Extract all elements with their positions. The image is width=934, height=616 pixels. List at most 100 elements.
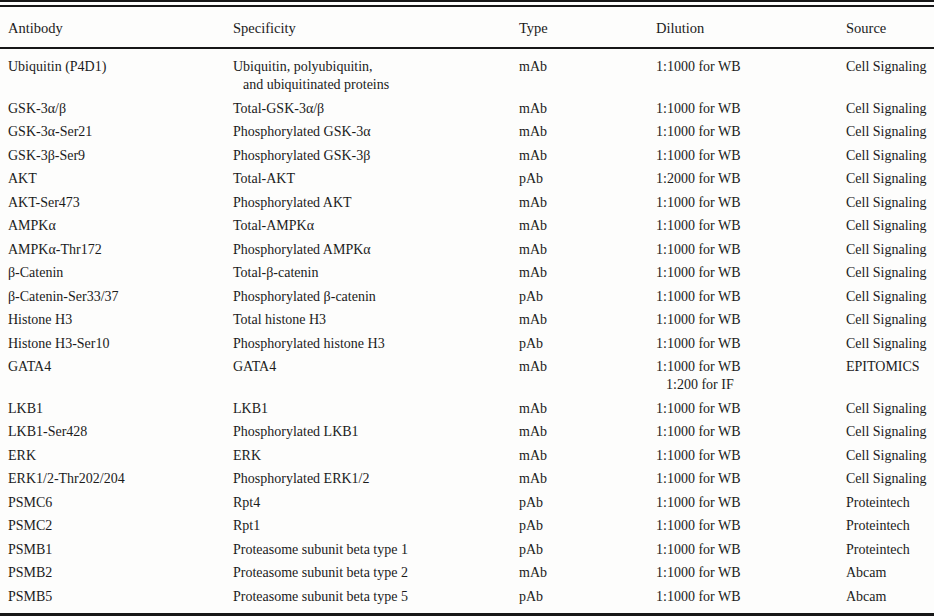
cell-line: Total-AKT xyxy=(233,170,519,188)
cell-antibody: AKT xyxy=(0,168,233,192)
cell-line: 1:1000 for WB xyxy=(656,494,846,512)
cell-antibody: GSK-3α/β xyxy=(0,97,233,121)
cell-line: Phosphorylated ERK1/2 xyxy=(233,470,519,488)
cell-type: mAb xyxy=(519,444,656,468)
cell-line: Proteintech xyxy=(846,541,934,559)
cell-specificity: Total-AMPKα xyxy=(233,215,519,239)
cell-antibody: PSMC2 xyxy=(0,515,233,539)
cell-source: Cell Signaling xyxy=(846,309,934,333)
cell-specificity: Rpt4 xyxy=(233,491,519,515)
cell-line: mAb xyxy=(519,217,656,235)
cell-type: mAb xyxy=(519,356,656,398)
cell-type: pAb xyxy=(519,585,656,609)
cell-line: 1:1000 for WB xyxy=(656,123,846,141)
cell-line: 1:1000 for WB xyxy=(656,423,846,441)
cell-line: Phosphorylated AKT xyxy=(233,194,519,212)
table-row: Ubiquitin (P4D1)Ubiquitin, polyubiquitin… xyxy=(0,48,934,97)
cell-line: LKB1 xyxy=(8,400,233,418)
cell-specificity: Phosphorylated ERK1/2 xyxy=(233,468,519,492)
cell-line: Proteintech xyxy=(846,517,934,535)
cell-line: mAb xyxy=(519,470,656,488)
cell-specificity: Rpt1 xyxy=(233,515,519,539)
cell-type: mAb xyxy=(519,191,656,215)
cell-dilution: 1:1000 for WB xyxy=(656,285,846,309)
cell-type: mAb xyxy=(519,215,656,239)
cell-line: Total-AMPKα xyxy=(233,217,519,235)
cell-line: 1:1000 for WB xyxy=(656,470,846,488)
cell-line: mAb xyxy=(519,564,656,582)
cell-antibody: β-Catenin-Ser33/37 xyxy=(0,285,233,309)
cell-source: Proteintech xyxy=(846,515,934,539)
cell-antibody: PSMB1 xyxy=(0,538,233,562)
cell-antibody: Histone H3 xyxy=(0,309,233,333)
cell-line: PSMB5 xyxy=(8,588,233,606)
cell-line: Cell Signaling xyxy=(846,288,934,306)
cell-specificity: Ubiquitin, polyubiquitin,and ubiquitinat… xyxy=(233,48,519,97)
cell-antibody: β-Catenin xyxy=(0,262,233,286)
cell-line: Cell Signaling xyxy=(846,400,934,418)
cell-dilution: 1:1000 for WB xyxy=(656,538,846,562)
cell-line: Cell Signaling xyxy=(846,311,934,329)
cell-line: 1:1000 for WB xyxy=(656,358,846,376)
cell-line: mAb xyxy=(519,147,656,165)
cell-line: 1:1000 for WB xyxy=(656,588,846,606)
cell-source: EPITOMICS xyxy=(846,356,934,398)
cell-line: 1:1000 for WB xyxy=(656,58,846,76)
cell-line: pAb xyxy=(519,288,656,306)
cell-line: Cell Signaling xyxy=(846,170,934,188)
cell-line: Phosphorylated AMPKα xyxy=(233,241,519,259)
cell-line: GATA4 xyxy=(8,358,233,376)
cell-dilution: 1:1000 for WB1:200 for IF xyxy=(656,356,846,398)
cell-line: Rpt1 xyxy=(233,517,519,535)
cell-line: Ubiquitin (P4D1) xyxy=(8,58,233,76)
cell-specificity: Phosphorylated AMPKα xyxy=(233,238,519,262)
cell-dilution: 1:1000 for WB xyxy=(656,191,846,215)
cell-dilution: 1:1000 for WB xyxy=(656,562,846,586)
cell-line: Phosphorylated LKB1 xyxy=(233,423,519,441)
cell-source: Abcam xyxy=(846,585,934,609)
cell-line: mAb xyxy=(519,264,656,282)
table-row: Histone H3Total histone H3mAb1:1000 for … xyxy=(0,309,934,333)
cell-line: 1:1000 for WB xyxy=(656,217,846,235)
cell-specificity: Phosphorylated LKB1 xyxy=(233,421,519,445)
cell-line: 1:1000 for WB xyxy=(656,517,846,535)
cell-line: ERK xyxy=(8,447,233,465)
cell-specificity: Phosphorylated GSK-3α xyxy=(233,121,519,145)
cell-line: Cell Signaling xyxy=(846,217,934,235)
table-row: LKB1-Ser428Phosphorylated LKB1mAb1:1000 … xyxy=(0,421,934,445)
cell-line: PSMB1 xyxy=(8,541,233,559)
table-row: GSK-3α/βTotal-GSK-3α/βmAb1:1000 for WBCe… xyxy=(0,97,934,121)
cell-dilution: 1:1000 for WB xyxy=(656,421,846,445)
cell-line: Cell Signaling xyxy=(846,241,934,259)
cell-type: mAb xyxy=(519,262,656,286)
cell-specificity: Phosphorylated AKT xyxy=(233,191,519,215)
cell-antibody: PSMC6 xyxy=(0,491,233,515)
cell-source: Cell Signaling xyxy=(846,397,934,421)
cell-line: Cell Signaling xyxy=(846,447,934,465)
table-row: LKB1LKB1mAb1:1000 for WBCell Signaling xyxy=(0,397,934,421)
cell-line: 1:1000 for WB xyxy=(656,264,846,282)
cell-source: Proteintech xyxy=(846,491,934,515)
cell-type: mAb xyxy=(519,97,656,121)
cell-source: Cell Signaling xyxy=(846,238,934,262)
cell-source: Cell Signaling xyxy=(846,468,934,492)
cell-dilution: 1:1000 for WB xyxy=(656,309,846,333)
cell-line: 1:1000 for WB xyxy=(656,447,846,465)
cell-line: EPITOMICS xyxy=(846,358,934,376)
table-row: AKT-Ser473Phosphorylated AKTmAb1:1000 fo… xyxy=(0,191,934,215)
cell-line: Abcam xyxy=(846,588,934,606)
cell-type: mAb xyxy=(519,309,656,333)
cell-line: 1:200 for IF xyxy=(656,376,846,394)
table-row: ERK1/2-Thr202/204Phosphorylated ERK1/2mA… xyxy=(0,468,934,492)
cell-dilution: 1:1000 for WB xyxy=(656,121,846,145)
cell-line: 1:2000 for WB xyxy=(656,170,846,188)
cell-dilution: 1:1000 for WB xyxy=(656,97,846,121)
cell-line: mAb xyxy=(519,58,656,76)
cell-line: mAb xyxy=(519,447,656,465)
table-row: PSMB5Proteasome subunit beta type 5pAb1:… xyxy=(0,585,934,609)
cell-line: LKB1 xyxy=(233,400,519,418)
cell-line: mAb xyxy=(519,123,656,141)
column-header-specificity: Specificity xyxy=(233,7,519,48)
cell-specificity: GATA4 xyxy=(233,356,519,398)
table-row: AMPKαTotal-AMPKαmAb1:1000 for WBCell Sig… xyxy=(0,215,934,239)
